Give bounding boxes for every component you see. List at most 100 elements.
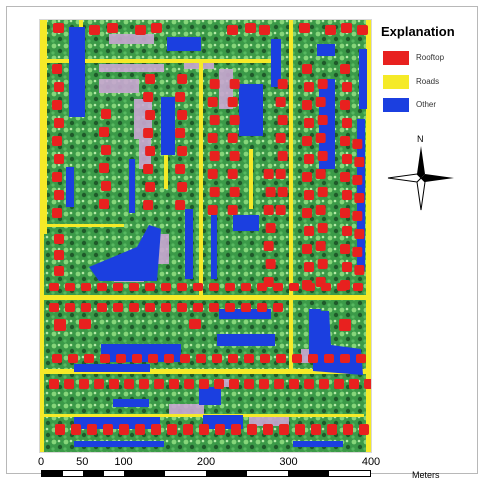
rooftop: [52, 100, 62, 110]
map-canvas: [39, 19, 372, 453]
rooftop: [352, 211, 363, 221]
rooftop: [265, 187, 276, 197]
rooftop: [55, 424, 65, 435]
bare-ground-patch: [99, 64, 164, 72]
rooftop: [113, 283, 123, 291]
rooftop: [342, 226, 352, 236]
other-feature: [69, 27, 85, 117]
rooftop: [315, 133, 326, 143]
other-feature: [219, 309, 271, 319]
rooftop: [325, 25, 336, 35]
legend-label-roads: Roads: [416, 77, 440, 86]
rooftop: [265, 223, 276, 233]
road-segment: [289, 19, 293, 369]
rooftop: [49, 379, 59, 389]
road-segment: [44, 59, 204, 63]
scale-bar-segment: [83, 471, 104, 476]
rooftop: [65, 283, 75, 291]
rooftop: [229, 187, 240, 197]
rooftop: [334, 379, 344, 389]
rooftop: [342, 154, 352, 164]
north-label: N: [417, 134, 424, 144]
rooftop: [228, 354, 238, 363]
other-feature: [271, 39, 281, 87]
rooftop: [342, 82, 352, 92]
rooftop: [177, 146, 188, 156]
legend-swatch-roads: [383, 75, 409, 89]
other-feature: [66, 167, 74, 207]
rooftop: [143, 200, 154, 210]
scale-bar-segment: [165, 471, 206, 476]
scale-bar-segment: [124, 471, 165, 476]
rooftop: [101, 145, 111, 155]
rooftop: [299, 23, 310, 33]
rooftop: [177, 303, 187, 312]
road-segment: [39, 19, 44, 453]
road-segment: [249, 149, 253, 209]
rooftop: [215, 424, 225, 435]
rooftop: [189, 319, 201, 329]
rooftop: [304, 190, 314, 200]
rooftop: [302, 208, 312, 218]
bare-ground-patch: [99, 79, 139, 93]
rooftop: [177, 283, 187, 291]
road-segment: [366, 19, 372, 453]
other-feature: [199, 387, 221, 405]
rooftop: [161, 283, 171, 291]
rooftop: [340, 136, 350, 146]
rooftop: [175, 200, 186, 210]
rooftop: [143, 128, 154, 138]
rooftop: [99, 199, 109, 209]
rooftop: [199, 424, 209, 435]
rooftop: [139, 379, 149, 389]
rooftop: [101, 109, 111, 119]
rooftop: [209, 79, 220, 89]
rooftop: [212, 354, 222, 363]
road-segment: [199, 59, 279, 63]
rooftop: [304, 262, 314, 272]
rooftop: [229, 151, 240, 161]
rooftop: [225, 303, 235, 312]
scale-tick-label: 100: [114, 456, 133, 468]
legend-label-rooftop: Rooftop: [416, 53, 445, 62]
rooftop: [289, 379, 299, 389]
rooftop: [247, 424, 257, 435]
rooftop: [277, 115, 288, 125]
legend-swatch-other: [383, 98, 409, 112]
rooftop: [340, 64, 350, 74]
rooftop: [99, 127, 109, 137]
road-segment: [44, 369, 372, 374]
rooftop: [241, 283, 251, 291]
rooftop: [103, 424, 113, 435]
rooftop: [97, 303, 107, 312]
rooftop: [265, 259, 276, 269]
legend-swatch-rooftop: [383, 51, 409, 65]
rooftop: [184, 379, 194, 389]
rooftop: [71, 424, 81, 435]
bare-ground-patch: [109, 34, 154, 44]
rooftop: [167, 424, 177, 435]
rooftop: [109, 379, 119, 389]
rooftop: [143, 164, 154, 174]
other-feature: [74, 364, 150, 372]
rooftop: [54, 154, 64, 164]
rooftop: [52, 136, 62, 146]
rooftop: [340, 244, 350, 254]
rooftop: [260, 354, 270, 363]
rooftop: [342, 118, 352, 128]
legend-title: Explanation: [381, 24, 455, 39]
rooftop: [302, 136, 312, 146]
rooftop: [148, 354, 158, 363]
rooftop: [304, 226, 314, 236]
road-segment: [289, 299, 293, 374]
rooftop: [175, 128, 186, 138]
rooftop: [352, 139, 363, 149]
scale-bar-segment: [42, 471, 63, 476]
rooftop: [99, 163, 109, 173]
rooftop: [177, 182, 188, 192]
rooftop: [304, 379, 314, 389]
rooftop: [273, 303, 283, 312]
scale-bar-segment: [103, 471, 124, 476]
rooftop: [302, 244, 312, 254]
rooftop: [304, 82, 314, 92]
